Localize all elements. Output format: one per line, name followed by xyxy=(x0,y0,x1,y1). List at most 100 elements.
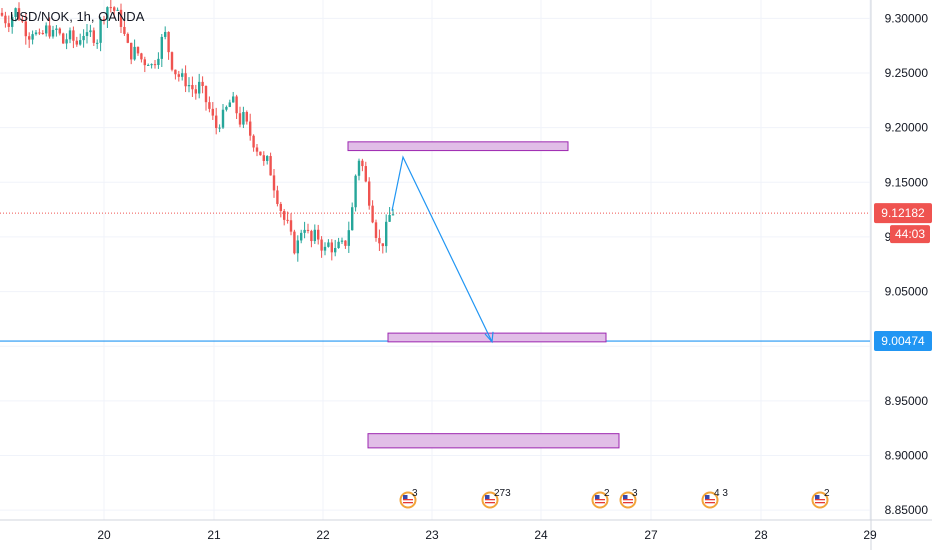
candle-body xyxy=(102,19,106,21)
candle-body xyxy=(48,25,51,37)
projection-arrow[interactable] xyxy=(391,155,493,343)
candle-body xyxy=(92,30,95,43)
event-icon-3[interactable]: 2 xyxy=(590,488,610,510)
current-price-label: 9.12182 xyxy=(881,206,925,220)
candle-body xyxy=(34,32,38,35)
event-icon-5[interactable]: 4 3 xyxy=(700,488,728,510)
resistance-zone-box[interactable] xyxy=(347,141,569,152)
candle-body xyxy=(327,242,330,247)
us-flag-canton xyxy=(815,495,820,499)
candle-body xyxy=(55,28,58,30)
us-flag-stripe xyxy=(623,499,633,501)
candle-body xyxy=(130,42,133,60)
us-flag-canton xyxy=(705,495,710,499)
lower-zone-box[interactable] xyxy=(367,433,620,449)
event-icon-6[interactable]: 2 xyxy=(810,488,830,510)
candle-body xyxy=(388,215,391,222)
candle-body xyxy=(14,8,17,17)
y-tick-label: 9.20000 xyxy=(885,121,929,135)
us-flag-canton xyxy=(595,495,600,499)
x-tick-label: 24 xyxy=(534,528,548,542)
candle-body xyxy=(218,127,221,129)
candle-body xyxy=(351,207,354,231)
us-flag-stripe xyxy=(623,502,633,504)
candle-body xyxy=(160,36,163,59)
us-flag-canton xyxy=(623,495,628,499)
candle-body xyxy=(242,112,245,125)
candle-body xyxy=(313,229,316,242)
candle-body xyxy=(272,175,276,191)
candle-body xyxy=(228,102,231,107)
candle-body xyxy=(269,156,272,176)
y-tick-label: 8.95000 xyxy=(885,394,929,408)
us-flag-canton xyxy=(403,495,408,499)
candle-body xyxy=(126,33,129,43)
time-axis[interactable]: 20 21 22 23 24 27 28 29 xyxy=(0,519,932,542)
candle-body xyxy=(361,160,364,167)
candle-body xyxy=(181,73,184,77)
candle-body xyxy=(167,31,170,53)
candle-body xyxy=(232,96,235,103)
us-flag-stripe xyxy=(705,502,715,504)
x-tick-label: 27 xyxy=(644,528,658,542)
candle-body xyxy=(62,33,65,44)
candle-body xyxy=(198,81,201,94)
countdown-tag xyxy=(890,225,930,244)
us-flag-stripe xyxy=(403,499,413,501)
event-icon-2[interactable]: 273 xyxy=(480,488,511,510)
candle-body xyxy=(187,85,191,87)
candle-body xyxy=(85,32,89,36)
candle-body xyxy=(354,175,357,208)
event-count: 4 3 xyxy=(714,488,728,499)
candle-body xyxy=(140,53,143,60)
candle-body xyxy=(238,113,242,125)
candle-body xyxy=(65,39,68,44)
candle-body xyxy=(157,58,160,65)
events-layer[interactable]: 3 273 2 3 4 3 2 xyxy=(398,488,830,510)
candle-body xyxy=(323,246,327,251)
us-flag-canton xyxy=(485,495,490,499)
candle-body xyxy=(21,19,24,22)
target-zone-box[interactable] xyxy=(387,332,607,343)
y-tick-label: 9.15000 xyxy=(885,175,929,189)
candle-body xyxy=(344,240,347,246)
us-flag-stripe xyxy=(595,502,605,504)
candle-body xyxy=(11,16,14,27)
candle-body xyxy=(31,34,34,40)
horizontal-line-label: 9.00474 xyxy=(881,334,925,348)
candle-body xyxy=(357,160,361,176)
event-icon-1[interactable]: 3 xyxy=(398,488,418,510)
candle-body xyxy=(96,42,99,44)
candle-body xyxy=(147,64,150,66)
candle-body xyxy=(106,7,109,20)
price-axis[interactable]: 9.450009.400009.350009.300009.250009.200… xyxy=(870,0,932,550)
us-flag-stripe xyxy=(485,499,495,501)
candle-body xyxy=(28,36,31,40)
candle-body xyxy=(296,240,299,254)
candle-body xyxy=(123,26,126,34)
candle-body xyxy=(51,29,55,37)
candle-body xyxy=(38,32,41,34)
drawings-layer[interactable] xyxy=(0,141,870,449)
candle-body xyxy=(116,9,119,11)
us-flag-stripe xyxy=(705,499,715,501)
candle-body xyxy=(283,210,286,220)
candle-body xyxy=(225,106,228,110)
candle-body xyxy=(68,30,72,40)
event-count: 273 xyxy=(494,488,511,499)
candle-body xyxy=(109,7,112,9)
candle-body xyxy=(249,121,252,136)
candle-body xyxy=(17,8,21,20)
candle-body xyxy=(191,85,194,90)
y-tick-label: 8.85000 xyxy=(885,503,929,517)
candle-body xyxy=(75,40,78,45)
y-tick-label: 9.30000 xyxy=(885,11,929,25)
candle-body xyxy=(194,89,197,94)
y-tick-label: 8.90000 xyxy=(885,449,929,463)
candle-body xyxy=(208,102,211,109)
event-icon-4[interactable]: 3 xyxy=(618,488,638,510)
symbol-title: USD/NOK, 1h, OANDA xyxy=(10,9,145,24)
candle-body xyxy=(184,73,187,87)
